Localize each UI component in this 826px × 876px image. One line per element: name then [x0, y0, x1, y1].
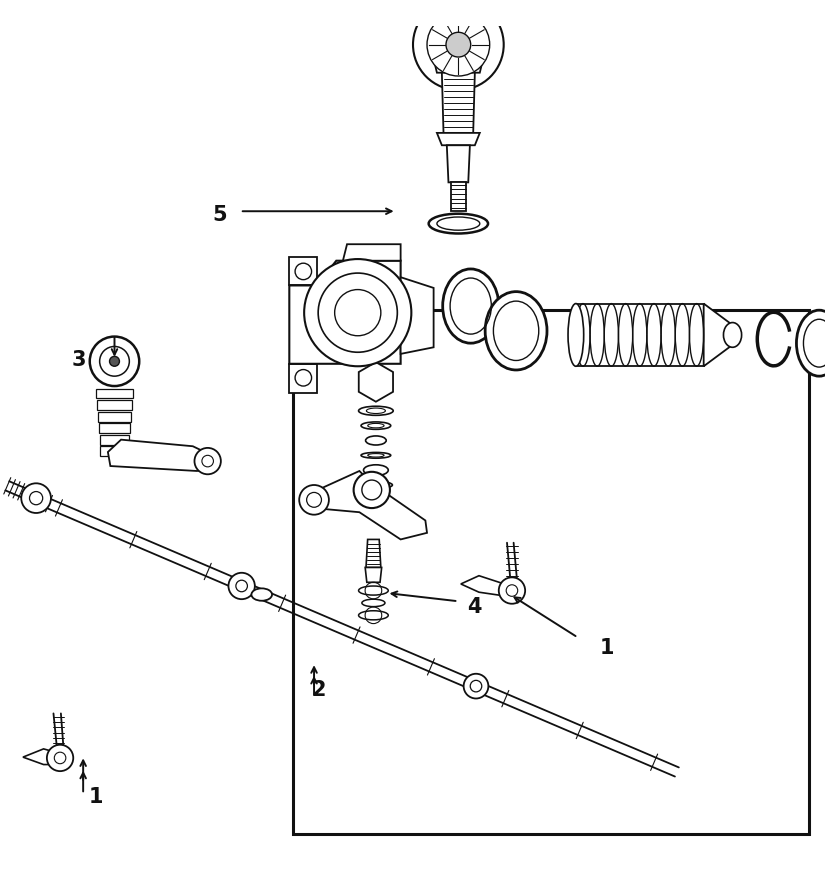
Polygon shape [447, 145, 470, 182]
Polygon shape [101, 446, 129, 456]
Bar [293, 310, 809, 834]
Polygon shape [365, 568, 382, 583]
Polygon shape [314, 471, 427, 540]
Text: 1: 1 [600, 639, 614, 658]
Ellipse shape [358, 611, 388, 620]
Circle shape [194, 448, 221, 474]
Polygon shape [289, 261, 401, 364]
Ellipse shape [429, 214, 488, 234]
Ellipse shape [251, 589, 272, 601]
Circle shape [295, 370, 311, 386]
Polygon shape [461, 576, 519, 598]
Ellipse shape [362, 599, 385, 607]
Text: 1: 1 [88, 787, 102, 807]
Circle shape [354, 472, 390, 508]
Ellipse shape [568, 304, 584, 366]
Polygon shape [366, 540, 381, 568]
Ellipse shape [485, 292, 547, 370]
Circle shape [295, 263, 311, 279]
Circle shape [229, 573, 255, 599]
Text: 2: 2 [311, 680, 325, 700]
Polygon shape [100, 434, 130, 445]
Ellipse shape [361, 422, 391, 429]
Ellipse shape [443, 269, 499, 343]
Polygon shape [289, 364, 316, 392]
Circle shape [304, 259, 411, 366]
Ellipse shape [363, 465, 388, 476]
Polygon shape [289, 257, 316, 286]
Circle shape [90, 336, 140, 386]
Text: 5: 5 [212, 205, 226, 225]
Ellipse shape [366, 436, 387, 445]
Ellipse shape [358, 406, 393, 415]
Polygon shape [451, 182, 466, 211]
Polygon shape [401, 277, 434, 354]
Circle shape [446, 32, 471, 57]
Polygon shape [704, 304, 733, 366]
Polygon shape [576, 304, 704, 366]
Circle shape [21, 484, 51, 513]
Polygon shape [99, 423, 131, 433]
Text: 3: 3 [72, 350, 86, 370]
Ellipse shape [358, 586, 388, 595]
Polygon shape [98, 412, 131, 421]
Polygon shape [343, 244, 401, 261]
Circle shape [299, 485, 329, 515]
Polygon shape [23, 749, 64, 765]
Polygon shape [432, 52, 485, 73]
Circle shape [413, 0, 504, 90]
Polygon shape [442, 73, 475, 133]
Ellipse shape [796, 310, 826, 376]
Polygon shape [97, 389, 133, 399]
Circle shape [47, 745, 74, 771]
Circle shape [427, 13, 490, 76]
Circle shape [110, 357, 120, 366]
Circle shape [463, 674, 488, 698]
Ellipse shape [724, 322, 742, 347]
Polygon shape [437, 133, 480, 145]
Polygon shape [358, 362, 393, 402]
Circle shape [499, 577, 525, 604]
Polygon shape [97, 400, 132, 410]
Polygon shape [108, 440, 213, 471]
Ellipse shape [359, 481, 392, 489]
Text: 4: 4 [468, 597, 482, 617]
Ellipse shape [361, 452, 391, 458]
